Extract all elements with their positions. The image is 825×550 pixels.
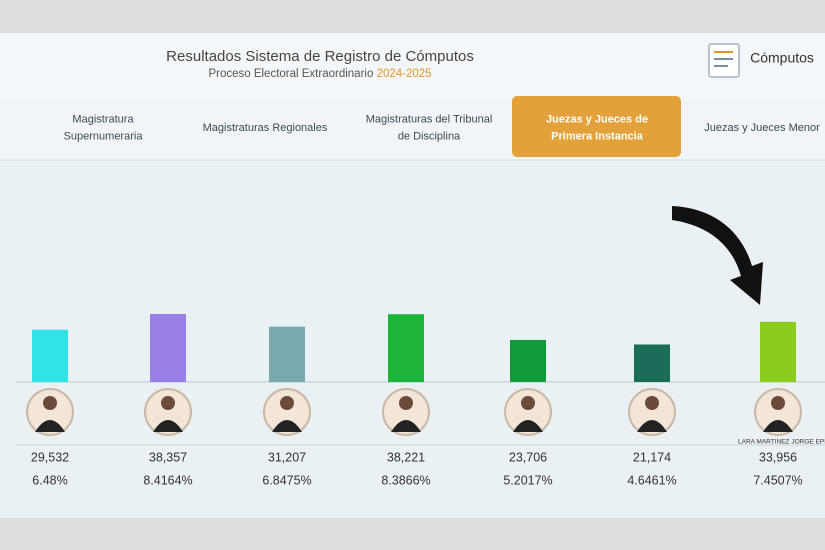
vote-percent: 6.48% xyxy=(32,473,67,487)
photo-body xyxy=(637,420,667,432)
candidate-photo xyxy=(263,388,311,436)
computos-icon xyxy=(708,43,740,78)
header-bg xyxy=(0,33,825,100)
bar xyxy=(634,344,670,382)
tab-label: de Disciplina xyxy=(398,130,461,142)
candidate-photo xyxy=(504,388,552,436)
bottom-frame xyxy=(0,518,825,550)
photo-frame xyxy=(628,388,676,436)
candidate-photo xyxy=(144,388,192,436)
bar xyxy=(32,329,68,382)
photo-head xyxy=(645,396,659,410)
tab-label: Magistraturas del Tribunal xyxy=(366,113,493,125)
vote-percent: 8.4164% xyxy=(143,473,192,487)
vote-count: 31,207 xyxy=(268,450,306,464)
subtitle-years: 2024-2025 xyxy=(377,68,432,80)
tab-label: Supernumeraria xyxy=(64,130,144,142)
tab[interactable]: Juezas y Jueces de Primera Instancia xyxy=(512,96,681,157)
page-title: Resultados Sistema de Registro de Cómput… xyxy=(166,48,474,65)
vote-count: 38,357 xyxy=(149,450,187,464)
candidate-photo xyxy=(26,388,74,436)
photo-head xyxy=(771,396,785,410)
bar xyxy=(760,321,796,382)
photo-head xyxy=(43,396,57,410)
tab[interactable]: Magistratura Supernumeraria xyxy=(64,113,144,142)
bar xyxy=(150,314,186,382)
tab-label: Magistratura xyxy=(72,113,134,125)
vote-count: 29,532 xyxy=(31,450,69,464)
tab-label: Juezas y Jueces de xyxy=(546,113,648,125)
chart: 29,532 6.48% 38,357 8.4164% 31,207 6.8475% 38,… xyxy=(15,314,825,487)
photo-frame xyxy=(504,388,552,436)
tab-label: Primera Instancia xyxy=(551,130,644,142)
photo-frame xyxy=(26,388,74,436)
vote-percent: 6.8475% xyxy=(262,473,311,487)
computos-button[interactable]: Cómputos xyxy=(708,43,814,78)
vote-percent: 8.3866% xyxy=(381,473,430,487)
photo-body xyxy=(513,420,543,432)
candidate-photo xyxy=(628,388,676,436)
tab[interactable]: Magistraturas Regionales xyxy=(203,122,328,134)
vote-count: 38,221 xyxy=(387,450,425,464)
photo-body xyxy=(35,420,65,432)
photo-frame xyxy=(144,388,192,436)
vote-count: 33,956 xyxy=(759,450,797,464)
bar xyxy=(269,326,305,382)
photo-head xyxy=(280,396,294,410)
tab-active-bg xyxy=(512,96,681,157)
photo-body xyxy=(391,420,421,432)
bar xyxy=(510,339,546,382)
tab-label: Juezas y Jueces Menor xyxy=(704,122,820,134)
tabs: Magistratura Supernumeraria Magistraturas … xyxy=(64,96,820,157)
candidate-name: LARA MARTINEZ JORGE EPIC xyxy=(738,439,825,446)
photo-head xyxy=(521,396,535,410)
photo-head xyxy=(399,396,413,410)
vote-percent: 4.6461% xyxy=(627,473,676,487)
photo-body xyxy=(272,420,302,432)
candidate-photo xyxy=(382,388,430,436)
photo-body xyxy=(153,420,183,432)
photo-frame xyxy=(754,388,802,436)
vote-percent: 7.4507% xyxy=(753,473,802,487)
tab-label: Magistraturas Regionales xyxy=(203,122,328,134)
tab[interactable]: Magistraturas del Tribunal de Disciplina xyxy=(366,113,493,142)
photo-body xyxy=(763,420,793,432)
vote-percent: 5.2017% xyxy=(503,473,552,487)
page-subtitle: Proceso Electoral Extraordinario 2024-20… xyxy=(208,68,431,80)
subtitle-text: Proceso Electoral Extraordinario xyxy=(208,68,373,80)
candidate-photo xyxy=(754,388,802,436)
computos-label: Cómputos xyxy=(750,50,814,66)
vote-count: 23,706 xyxy=(509,450,547,464)
tab[interactable]: Juezas y Jueces Menor xyxy=(704,122,820,134)
tabs-bg xyxy=(0,100,825,160)
photo-head xyxy=(161,396,175,410)
arrow xyxy=(672,206,763,305)
vote-count: 21,174 xyxy=(633,450,671,464)
photo-frame xyxy=(263,388,311,436)
photo-frame xyxy=(382,388,430,436)
bar xyxy=(388,314,424,382)
